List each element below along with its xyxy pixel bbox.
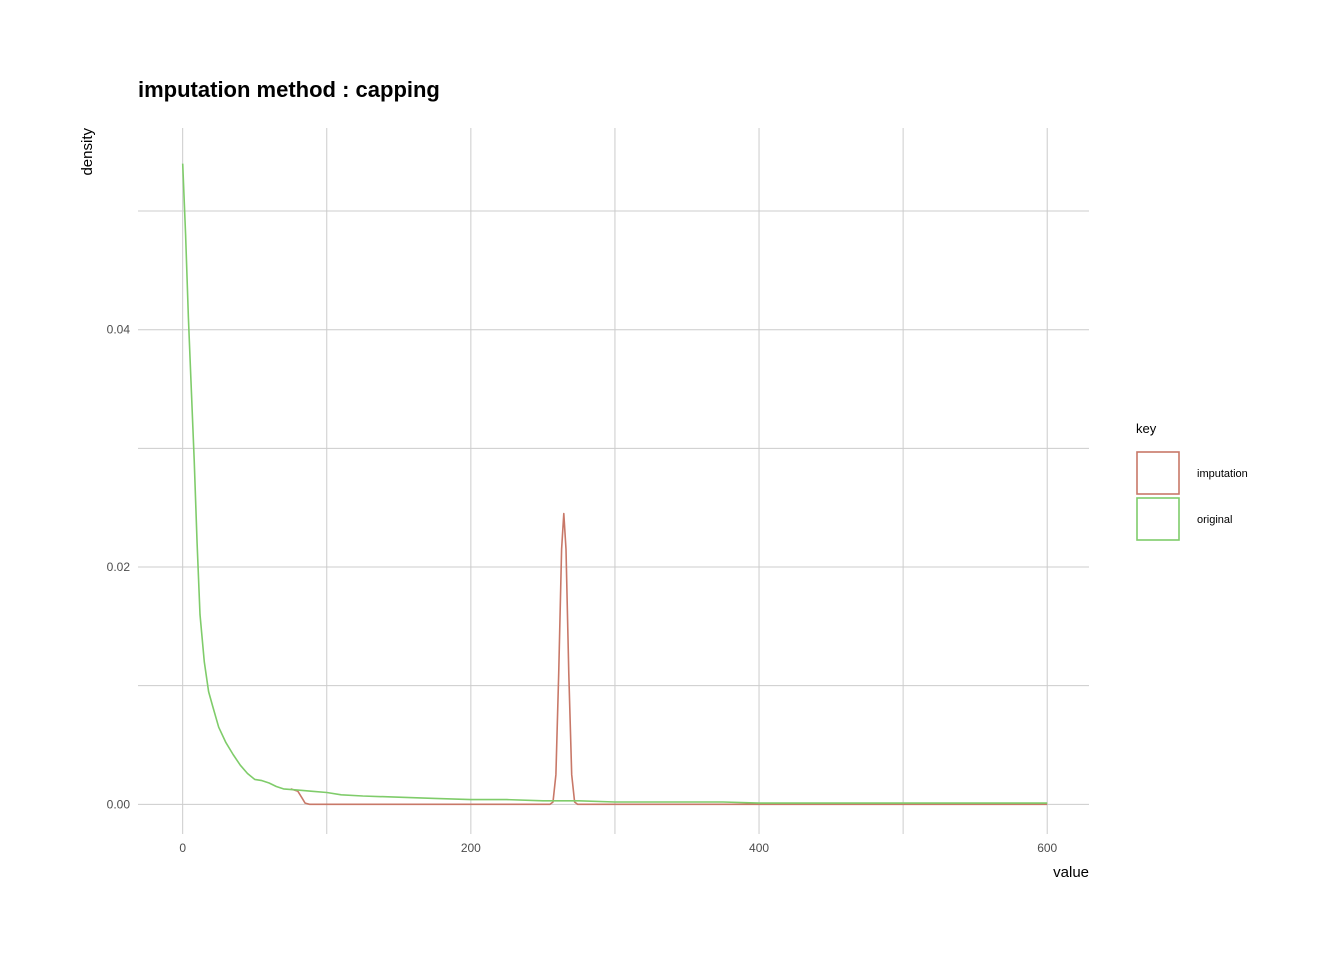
y-axis-title: density: [79, 128, 96, 176]
x-tick-label: 400: [749, 841, 769, 855]
legend-title: key: [1136, 421, 1157, 436]
x-tick-label: 200: [461, 841, 481, 855]
legend-label-original: original: [1197, 514, 1232, 526]
legend: key imputation original: [1136, 421, 1248, 541]
y-tick-labels: 0.00 0.02 0.04: [107, 323, 131, 812]
x-tick-label: 600: [1037, 841, 1057, 855]
series-line-imputation: [290, 512, 1048, 806]
y-tick-label: 0.04: [107, 323, 131, 337]
chart-title: imputation method : capping: [138, 77, 440, 102]
legend-key-imputation: [1136, 451, 1180, 495]
x-tick-labels: 0 200 400 600: [179, 841, 1057, 855]
series-layer: [181, 163, 1048, 806]
y-tick-label: 0.02: [107, 560, 131, 574]
legend-key-original: [1136, 497, 1180, 541]
series-line-original: [181, 163, 1048, 804]
x-tick-label: 0: [179, 841, 186, 855]
legend-label-imputation: imputation: [1197, 468, 1248, 480]
x-axis-title: value: [1053, 864, 1089, 881]
grid-lines: [138, 128, 1089, 834]
y-tick-label: 0.00: [107, 797, 131, 811]
